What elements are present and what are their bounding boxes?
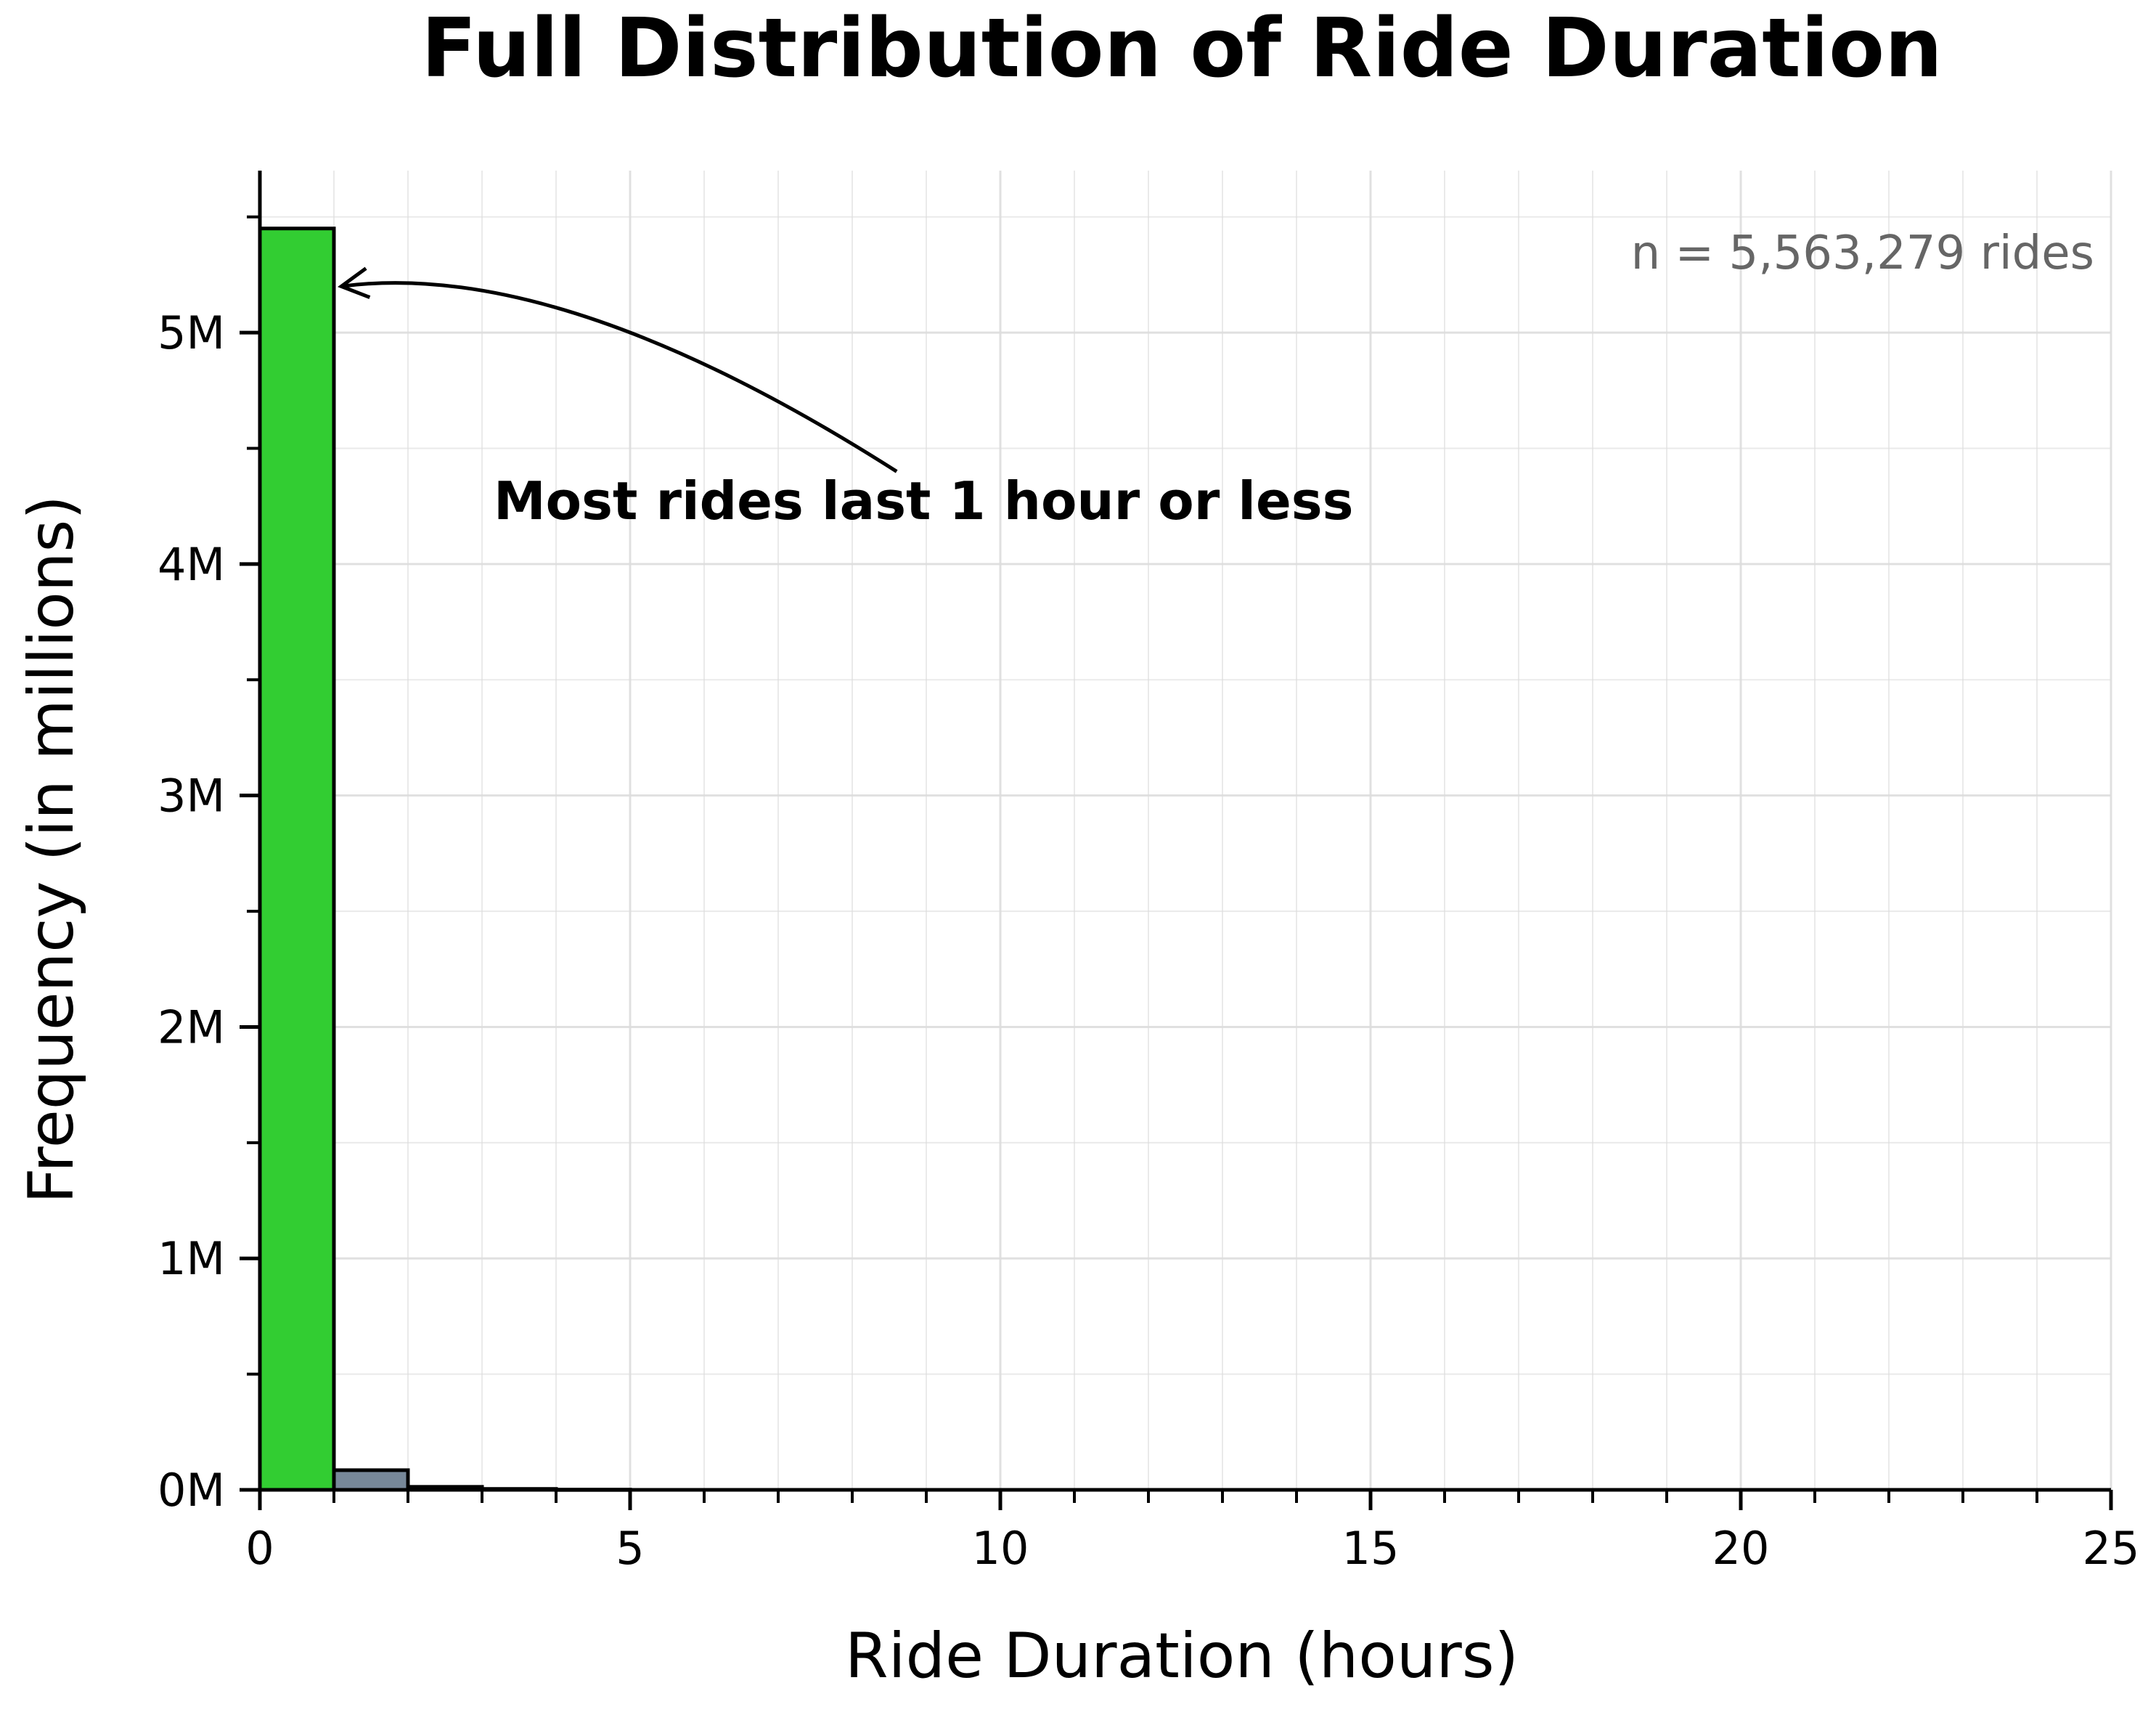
histogram-bar-0 <box>258 227 336 1492</box>
axes-layer: 0 5 10 15 20 25 0M 1M 2M 3M 4M 5M <box>158 171 2139 1575</box>
x-axis-label: Ride Duration (hours) <box>845 1620 1519 1692</box>
x-tick-label: 20 <box>1712 1522 1770 1575</box>
y-tick-label: 4M <box>158 538 225 591</box>
annotation-layer <box>338 266 898 473</box>
y-tick-label: 2M <box>158 1000 225 1053</box>
x-tick-label: 10 <box>972 1522 1029 1575</box>
chart-title: Full Distribution of Ride Duration <box>421 1 1943 96</box>
annotation-arrowhead <box>338 266 371 299</box>
y-tick-label: 5M <box>158 306 225 359</box>
bar-layer <box>258 227 632 1492</box>
x-tick-label: 15 <box>1342 1522 1400 1575</box>
annotation-arrow <box>340 281 898 473</box>
x-tick-label: 0 <box>245 1522 274 1575</box>
y-tick-label: 3M <box>158 770 225 823</box>
sample-size-note: n = 5,563,279 rides <box>1631 227 2094 280</box>
annotation-text: Most rides last 1 hour or less <box>494 470 1354 531</box>
y-axis-label: Frequency (in millions) <box>15 495 88 1204</box>
x-tick-label: 25 <box>2083 1522 2140 1575</box>
x-tick-label: 5 <box>616 1522 644 1575</box>
grid-layer <box>258 171 2112 1491</box>
y-tick-label: 1M <box>158 1232 225 1285</box>
histogram-bar-1 <box>332 1468 410 1492</box>
y-tick-label: 0M <box>158 1464 225 1517</box>
